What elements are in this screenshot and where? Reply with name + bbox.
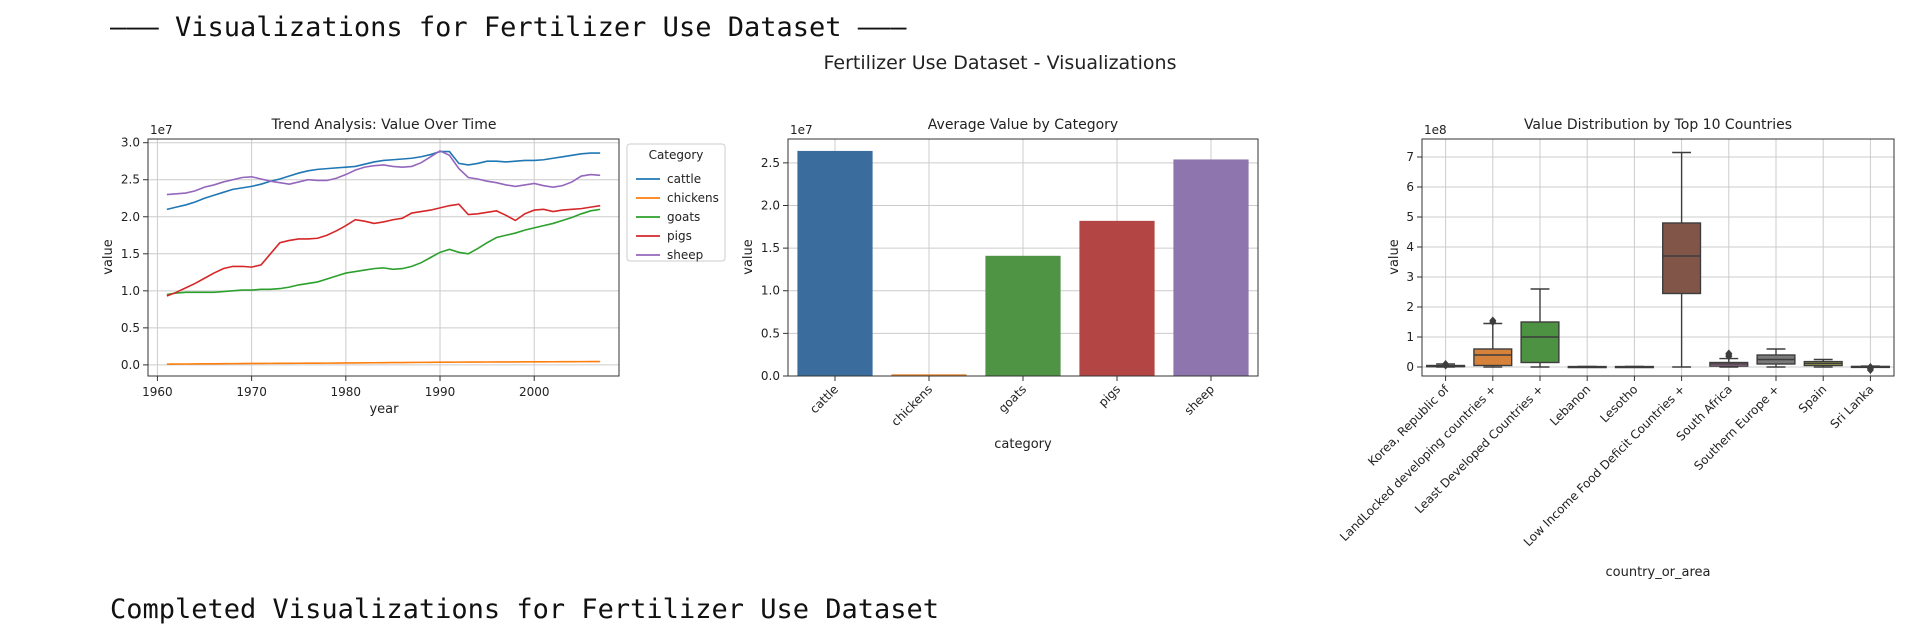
trend-title: Trend Analysis: Value Over Time bbox=[271, 117, 497, 133]
box-title: Value Distribution by Top 10 Countries bbox=[1524, 117, 1792, 133]
trend-xlabel: year bbox=[369, 402, 399, 417]
box-flier-point bbox=[1489, 316, 1497, 325]
box-ytick-label: 1 bbox=[1406, 330, 1414, 344]
bar-group bbox=[797, 150, 1249, 376]
bar-pigs bbox=[1079, 220, 1155, 376]
bar-xtick-label: chickens bbox=[889, 382, 936, 429]
box-ytick-label: 3 bbox=[1406, 270, 1414, 284]
box-body bbox=[1662, 222, 1702, 295]
box-flier-point bbox=[1866, 366, 1874, 374]
trend-ticks: 1960 1970 1980 1990 2000 0.0 0.5 1.0 1.5 2.0 2.5 3.… bbox=[121, 136, 550, 399]
trend-xtick-label: 1970 bbox=[236, 385, 267, 399]
trend-series-line-cattle bbox=[166, 150, 601, 211]
trend-legend-label-sheep: sheep bbox=[667, 248, 703, 262]
trend-series-line-sheep bbox=[166, 149, 601, 196]
trend-ytick-label: 1.5 bbox=[121, 247, 140, 261]
box-xlabel: country_or_area bbox=[1605, 565, 1710, 580]
box-xtick-label: Sri Lanka bbox=[1827, 382, 1876, 431]
bar-ytick-label: 1.5 bbox=[761, 241, 780, 255]
figure-canvas: Fertilizer Use Dataset - Visualizations … bbox=[101, 52, 1895, 580]
trend-legend: Category cattle chickens goats pigs sheep bbox=[626, 143, 726, 262]
trend-xtick-label: 2000 bbox=[519, 385, 550, 399]
console-header-text: ––– Visualizations for Fertilizer Use Da… bbox=[110, 12, 907, 43]
box-plot-frame bbox=[1421, 138, 1895, 377]
trend-legend-label-goats: goats bbox=[667, 210, 700, 224]
trend-legend-items: cattle chickens goats pigs sheep bbox=[636, 172, 719, 262]
bar-ytick-label: 2.5 bbox=[761, 156, 780, 170]
trend-xtick-label: 1980 bbox=[331, 385, 362, 399]
trend-legend-label-pigs: pigs bbox=[667, 229, 692, 243]
trend-legend-label-cattle: cattle bbox=[667, 172, 701, 186]
bar-goats bbox=[985, 255, 1061, 376]
box-offset-label: 1e8 bbox=[1424, 123, 1447, 137]
bar-xtick-label: sheep bbox=[1182, 382, 1218, 418]
bar-xtick-label: cattle bbox=[807, 382, 841, 416]
bar-title: Average Value by Category bbox=[928, 117, 1118, 133]
bar-cattle bbox=[797, 150, 873, 376]
trend-legend-title: Category bbox=[649, 148, 704, 162]
trend-ytick-label: 0.0 bbox=[121, 358, 140, 372]
bar-sheep bbox=[1173, 159, 1249, 376]
trend-series-line-goats bbox=[166, 208, 601, 296]
bar-ytick-label: 2.0 bbox=[761, 198, 780, 212]
bar-ytick-label: 0.0 bbox=[761, 369, 780, 383]
trend-series-group bbox=[166, 149, 601, 365]
trend-legend-label-chickens: chickens bbox=[667, 191, 719, 205]
bar-ylabel: value bbox=[741, 239, 756, 275]
box-ytick-label: 6 bbox=[1406, 180, 1414, 194]
box-xtick-label: Lesotho bbox=[1597, 382, 1640, 425]
trend-xtick-label: 1960 bbox=[142, 385, 173, 399]
trend-series-line-pigs bbox=[166, 203, 601, 297]
box-body bbox=[1473, 348, 1513, 367]
box-ytick-label: 2 bbox=[1406, 300, 1414, 314]
trend-xtick-label: 1990 bbox=[425, 385, 456, 399]
console-footer-text: Completed Visualizations for Fertilizer … bbox=[110, 594, 940, 625]
trend-legend-frame bbox=[626, 143, 726, 262]
bar-offset-label: 1e7 bbox=[790, 123, 813, 137]
trend-ytick-label: 0.5 bbox=[121, 321, 140, 335]
box-ytick-label: 4 bbox=[1406, 240, 1414, 254]
box-ytick-label: 0 bbox=[1406, 360, 1414, 374]
box-flier-point bbox=[1442, 361, 1450, 370]
trend-ylabel: value bbox=[101, 239, 116, 275]
trend-grid bbox=[148, 139, 619, 376]
trend-ytick-label: 2.0 bbox=[121, 210, 140, 224]
trend-ytick-label: 1.0 bbox=[121, 284, 140, 298]
category-bar-chart: 0.0 0.5 1.0 1.5 2.0 2.5 cattle chickens goats pig… bbox=[741, 117, 1259, 452]
bar-chickens bbox=[891, 374, 967, 376]
trend-offset-label: 1e7 bbox=[150, 123, 173, 137]
box-ylabel: value bbox=[1387, 239, 1402, 275]
box-group bbox=[1426, 151, 1890, 374]
box-ytick-label: 7 bbox=[1406, 150, 1414, 164]
figure-suptitle: Fertilizer Use Dataset - Visualizations bbox=[824, 52, 1177, 74]
box-xtick-label: Lebanon bbox=[1547, 382, 1593, 428]
bar-xtick-label: pigs bbox=[1096, 382, 1123, 409]
box-xtick-label: Korea, Republic of bbox=[1365, 382, 1452, 469]
box-body bbox=[1520, 321, 1560, 364]
box-ytick-label: 5 bbox=[1406, 210, 1414, 224]
box-flier-point bbox=[1725, 349, 1733, 358]
trend-line-chart: 1960 1970 1980 1990 2000 0.0 0.5 1.0 1.5 2.0 2.5 3.… bbox=[101, 117, 726, 417]
bar-ytick-label: 1.0 bbox=[761, 284, 780, 298]
trend-ytick-label: 3.0 bbox=[121, 136, 140, 150]
box-xtick-label: Spain bbox=[1796, 382, 1830, 416]
trend-series-line-chickens bbox=[166, 360, 601, 365]
bar-ytick-label: 0.5 bbox=[761, 326, 780, 340]
trend-ytick-label: 2.5 bbox=[121, 173, 140, 187]
bar-xlabel: category bbox=[994, 437, 1052, 452]
box-xtick-label: Southern Europe + bbox=[1691, 382, 1782, 473]
trend-plot-frame bbox=[147, 138, 620, 377]
bar-xtick-label: goats bbox=[996, 382, 1029, 415]
